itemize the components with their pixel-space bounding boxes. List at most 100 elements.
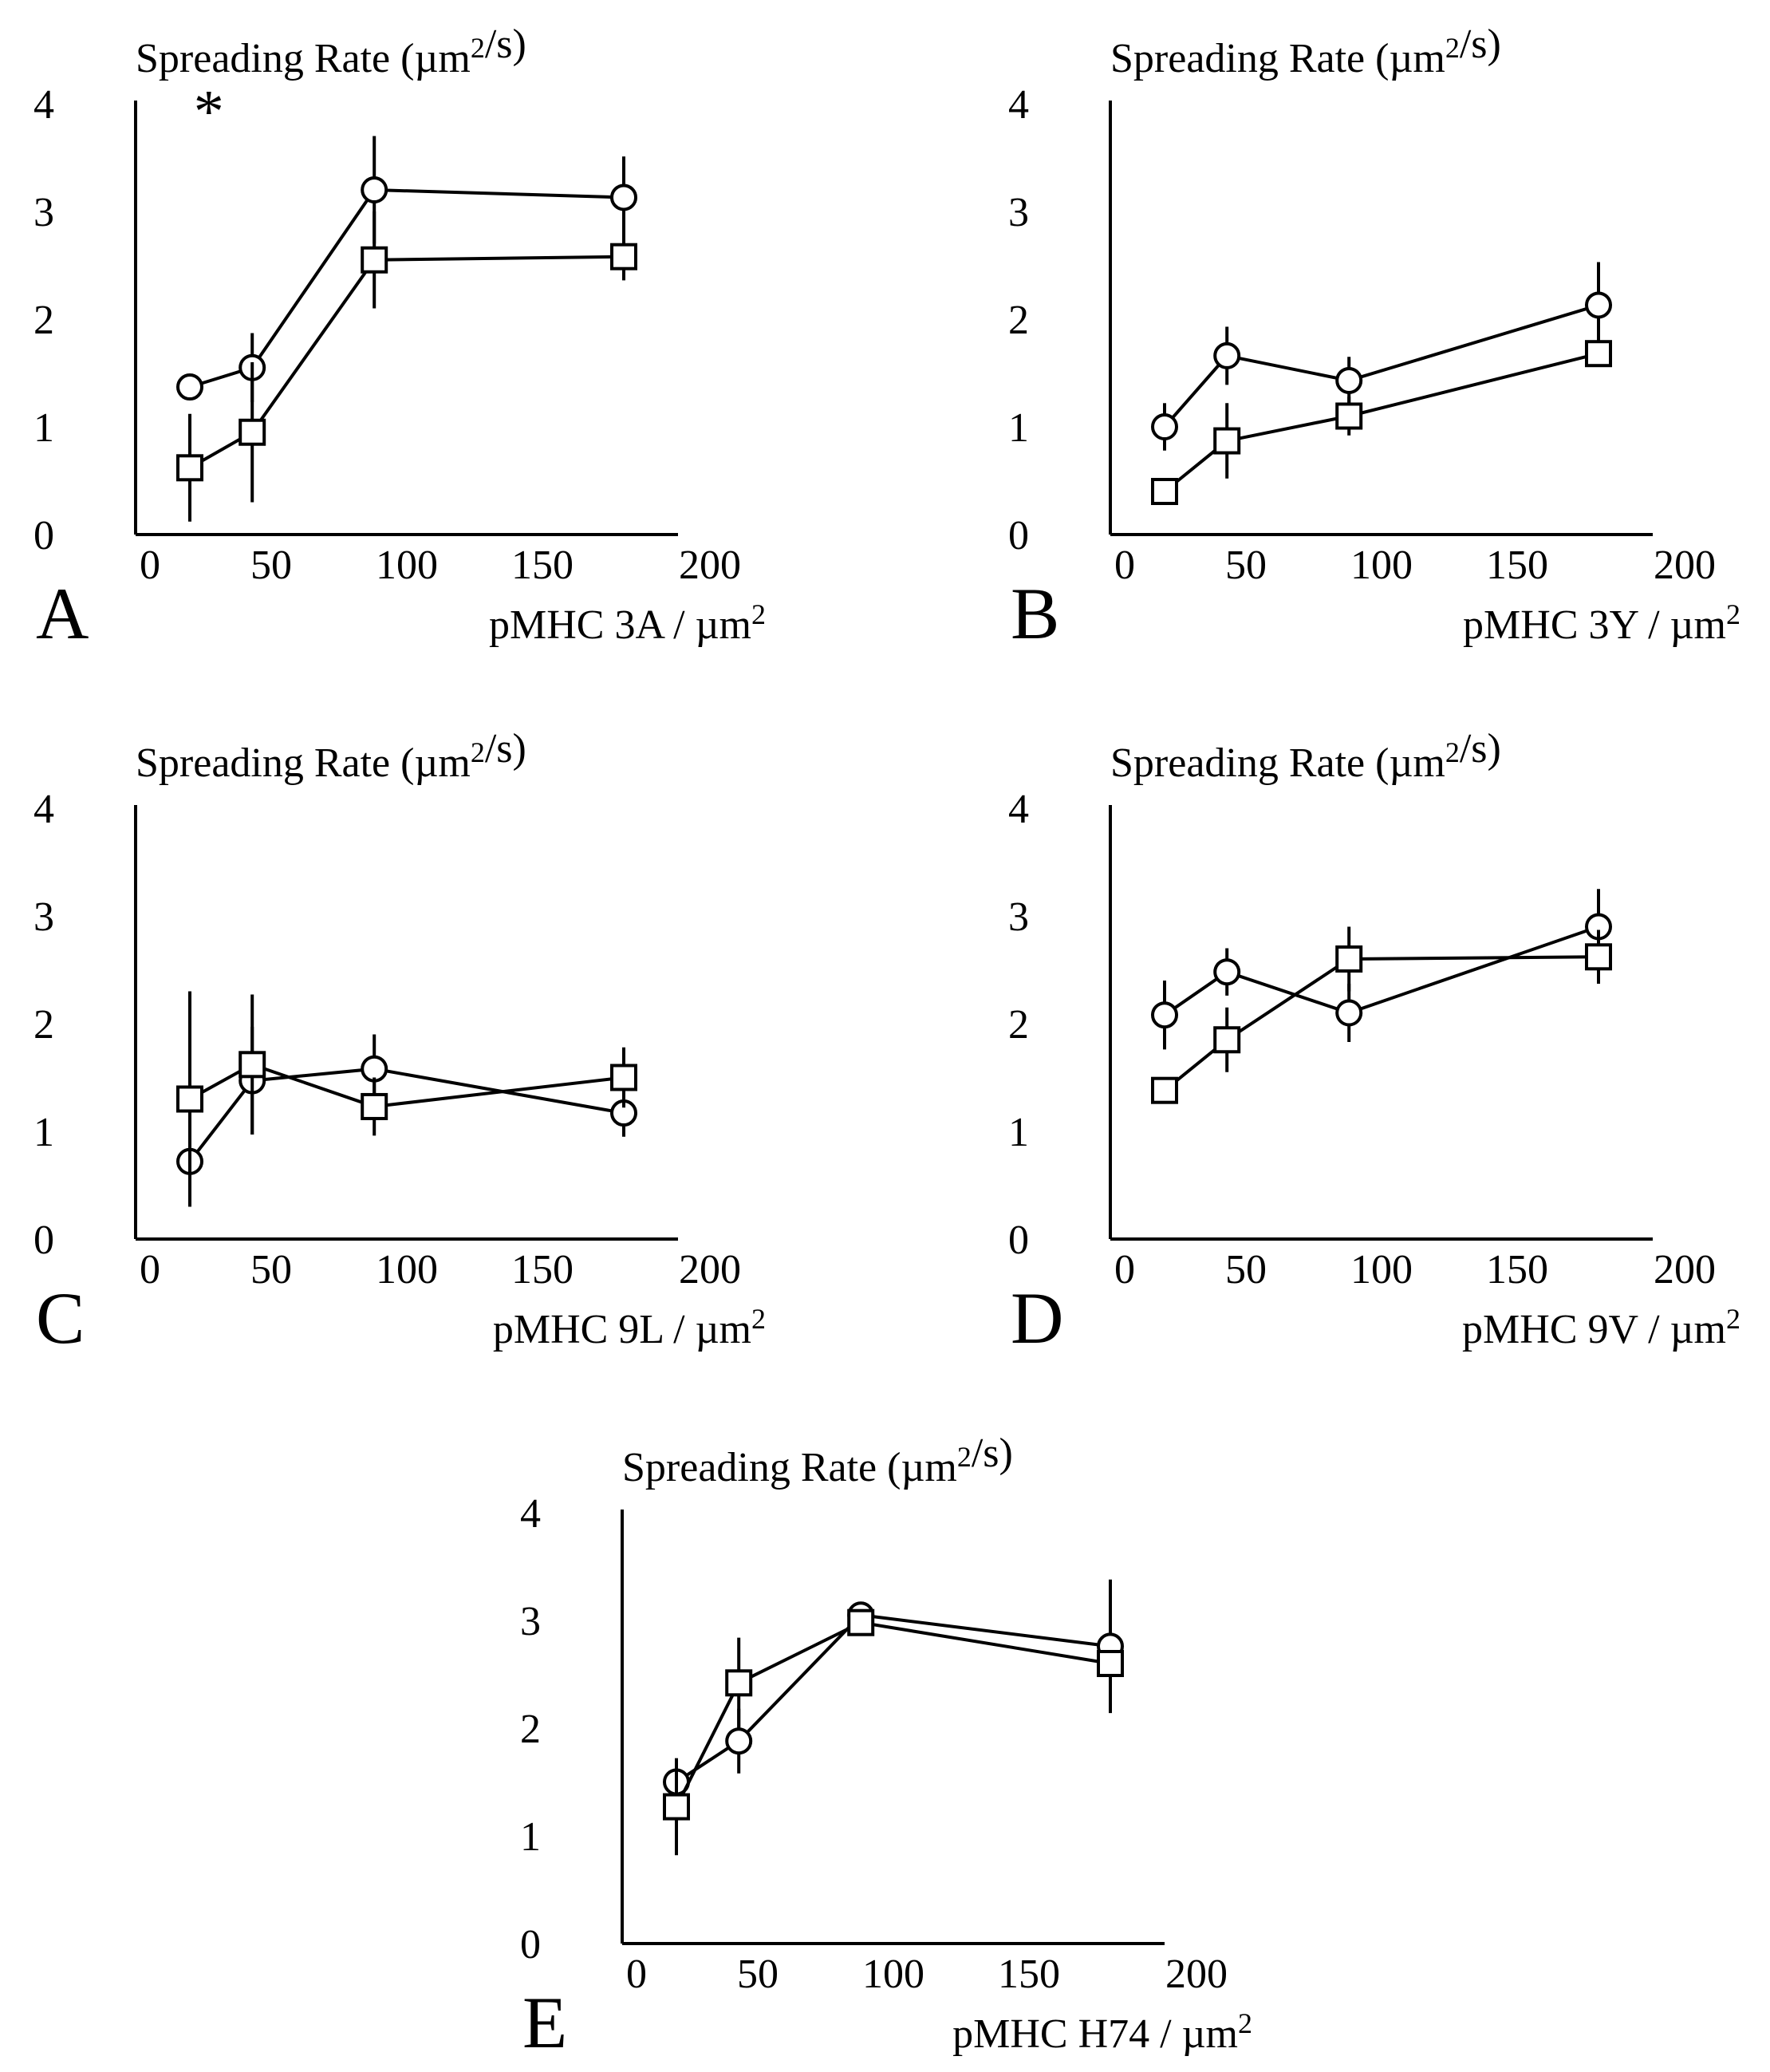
y-axis-title: Spreading Rate (µm2/s)	[622, 1431, 1013, 1490]
y-axis-title: Spreading Rate (µm2/s)	[1110, 22, 1501, 81]
y-tick-label: 0	[520, 1922, 541, 1967]
data-point-square	[176, 454, 203, 482]
x-tick-label: 100	[376, 543, 438, 588]
panel-a: 0 1 2 3 4 0 50 100 150 200 Spreading Rate (µm2/s) p…	[34, 22, 766, 654]
data-point-circle	[1335, 999, 1363, 1027]
x-tick-label: 100	[376, 1247, 438, 1293]
series-line-square	[675, 1620, 1111, 1808]
x-tick-label: 100	[1350, 543, 1413, 588]
x-tick-label: 0	[140, 1247, 160, 1293]
y-tick-label: 1	[520, 1814, 541, 1860]
panel-b: 0 1 2 3 4 0 50 100 150 200 Spreading Rate (µm2/s) p…	[1008, 22, 1740, 654]
data-point-circle	[1151, 1001, 1178, 1029]
x-tick-label: 200	[679, 543, 741, 588]
y-tick-label: 3	[1008, 190, 1029, 235]
y-axis-title: Spreading Rate (µm2/s)	[136, 22, 526, 81]
panel-letter: E	[522, 1982, 567, 2063]
y-tick-label: 4	[34, 82, 54, 128]
data-point-square	[1335, 402, 1363, 430]
panel-e: 0 1 2 3 4 0 50 100 150 200 Spreading Rate (µm2/s) p…	[520, 1431, 1252, 2063]
y-tick-label: 2	[34, 298, 54, 343]
data-point-square	[1151, 1076, 1178, 1104]
data-point-circle	[1213, 958, 1241, 986]
y-tick-label: 2	[1008, 298, 1029, 343]
y-tick-label: 0	[1008, 513, 1029, 558]
x-tick-label: 150	[511, 543, 574, 588]
data-point-square	[610, 1064, 637, 1091]
data-point-circle	[361, 1055, 388, 1083]
data-point-square	[1097, 1650, 1124, 1677]
panel-letter: B	[1011, 573, 1059, 654]
series-line-circle	[189, 187, 625, 389]
y-tick-label: 3	[520, 1599, 541, 1644]
panel-c: 0 1 2 3 4 0 50 100 150 200 Spreading Rate (µm2/s) p…	[34, 726, 766, 1359]
y-tick-label: 3	[1008, 894, 1029, 940]
data-point-square	[847, 1608, 875, 1636]
x-tick-label: 150	[1486, 543, 1548, 588]
x-tick-label: 50	[1225, 1247, 1267, 1293]
x-tick-label: 200	[1654, 1247, 1716, 1293]
data-point-circle	[1335, 366, 1363, 394]
series-line-square	[189, 1063, 625, 1108]
data-point-square	[1151, 478, 1178, 505]
data-point-square	[610, 243, 637, 270]
y-tick-label: 0	[34, 513, 54, 558]
panel-letter: C	[36, 1277, 85, 1359]
data-point-circle	[610, 184, 637, 211]
data-point-square	[1335, 945, 1363, 973]
x-tick-label: 0	[1114, 1247, 1135, 1293]
series-line-square	[1163, 352, 1599, 493]
data-point-circle	[1213, 341, 1241, 369]
data-point-circle	[361, 176, 388, 203]
x-tick-label: 50	[1225, 543, 1267, 588]
data-point-square	[176, 1085, 203, 1113]
x-tick-label: 100	[1350, 1247, 1413, 1293]
x-tick-label: 0	[1114, 543, 1135, 588]
x-tick-label: 0	[626, 1952, 647, 1997]
x-tick-label: 200	[679, 1247, 741, 1293]
x-axis-title: pMHC 9V / µm2	[1462, 1303, 1740, 1352]
y-tick-label: 0	[34, 1218, 54, 1263]
data-point-square	[361, 1092, 388, 1120]
y-tick-label: 2	[34, 1002, 54, 1048]
data-point-square	[1213, 1026, 1241, 1054]
panel-letter: D	[1011, 1277, 1063, 1359]
y-tick-label: 2	[520, 1707, 541, 1752]
data-point-square	[1585, 943, 1612, 971]
x-tick-label: 150	[998, 1952, 1060, 1997]
series-line-square	[189, 255, 625, 470]
x-tick-label: 150	[1486, 1247, 1548, 1293]
y-axis-title: Spreading Rate (µm2/s)	[136, 726, 526, 786]
x-axis-title: pMHC 3A / µm2	[489, 598, 766, 648]
data-point-square	[663, 1793, 690, 1821]
x-tick-label: 200	[1165, 1952, 1228, 1997]
x-tick-label: 100	[862, 1952, 924, 1997]
series-line-circle	[675, 1613, 1111, 1784]
x-axis-title: pMHC H74 / µm2	[952, 2007, 1252, 2057]
data-point-square	[238, 418, 266, 446]
data-point-square	[238, 1051, 266, 1079]
y-tick-label: 1	[1008, 405, 1029, 451]
x-tick-label: 150	[511, 1247, 574, 1293]
panel-d: 0 1 2 3 4 0 50 100 150 200 Spreading Rate (µm2/s) p…	[1008, 726, 1740, 1359]
y-tick-label: 1	[34, 1110, 54, 1155]
y-tick-label: 0	[1008, 1218, 1029, 1263]
data-point-circle	[1151, 413, 1178, 440]
data-point-square	[1585, 340, 1612, 368]
x-tick-label: 50	[250, 543, 292, 588]
significance-asterisk: *	[194, 78, 224, 145]
y-axis-title: Spreading Rate (µm2/s)	[1110, 726, 1501, 786]
series-line-circle	[1163, 925, 1599, 1016]
x-tick-label: 200	[1654, 543, 1716, 588]
data-point-square	[361, 246, 388, 274]
data-point-square	[1213, 427, 1241, 455]
y-tick-label: 4	[34, 787, 54, 832]
series-line-circle	[1163, 303, 1599, 428]
x-tick-label: 50	[250, 1247, 292, 1293]
series-line-square	[1163, 955, 1599, 1092]
data-point-square	[725, 1669, 753, 1697]
x-tick-label: 0	[140, 543, 160, 588]
data-point-circle	[1585, 291, 1612, 319]
y-tick-label: 4	[1008, 787, 1029, 832]
